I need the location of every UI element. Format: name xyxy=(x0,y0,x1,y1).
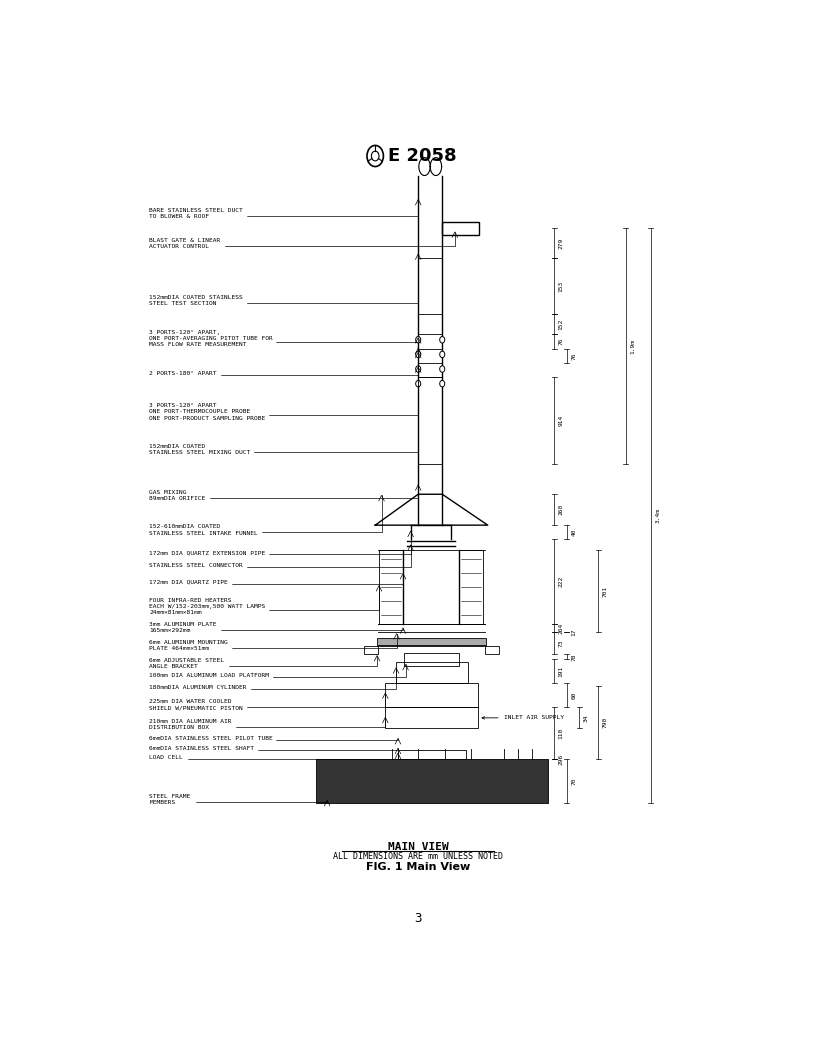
Text: BARE STAINLESS STEEL DUCT
TO BLOWER & ROOF: BARE STAINLESS STEEL DUCT TO BLOWER & RO… xyxy=(149,208,243,220)
Text: 210mm DIA ALUMINUM AIR
DISTRIBUTION BOX: 210mm DIA ALUMINUM AIR DISTRIBUTION BOX xyxy=(149,719,232,730)
Text: GAS MIXING
89mmDIA ORIFICE: GAS MIXING 89mmDIA ORIFICE xyxy=(149,490,206,502)
Text: INLET AIR SUPPLY: INLET AIR SUPPLY xyxy=(482,715,564,720)
Text: 1.9m: 1.9m xyxy=(630,339,635,354)
Text: 264: 264 xyxy=(559,623,564,634)
Text: 172mm DIA QUARTZ EXTENSION PIPE: 172mm DIA QUARTZ EXTENSION PIPE xyxy=(149,550,266,555)
Text: 296: 296 xyxy=(559,754,564,765)
Text: 76: 76 xyxy=(559,338,564,345)
Text: 701: 701 xyxy=(603,585,608,597)
Text: 279: 279 xyxy=(559,238,564,249)
Text: 3.4m: 3.4m xyxy=(655,508,660,524)
Bar xyxy=(486,646,499,655)
Bar xyxy=(398,750,466,759)
Bar xyxy=(365,646,379,655)
Text: 6mm ADJUSTABLE STEEL
ANGLE BRACKET: 6mm ADJUSTABLE STEEL ANGLE BRACKET xyxy=(149,658,224,668)
Text: 152-610mmDIA COATED
STAINLESS STEEL INTAKE FUNNEL: 152-610mmDIA COATED STAINLESS STEEL INTA… xyxy=(149,525,258,535)
Bar xyxy=(396,662,468,683)
Text: 3mm ALUMINUM PLATE
165mm×292mm: 3mm ALUMINUM PLATE 165mm×292mm xyxy=(149,622,217,634)
Text: STAINLESS STEEL CONNECTOR: STAINLESS STEEL CONNECTOR xyxy=(149,563,243,567)
Text: 790: 790 xyxy=(603,717,608,729)
Text: 6mmDIA STAINLESS STEEL SHAFT: 6mmDIA STAINLESS STEEL SHAFT xyxy=(149,746,255,751)
Text: 3 PORTS-120° APART,
ONE PORT-AVERAGING PITOT TUBE FOR
MASS FLOW RATE MEASUREMENT: 3 PORTS-120° APART, ONE PORT-AVERAGING P… xyxy=(149,329,273,347)
Text: 152mmDIA COATED
STAINLESS STEEL MIXING DUCT: 152mmDIA COATED STAINLESS STEEL MIXING D… xyxy=(149,444,251,455)
Circle shape xyxy=(440,365,445,373)
Circle shape xyxy=(415,337,421,343)
Text: 60: 60 xyxy=(571,692,576,699)
Text: 3 PORTS-120° APART
ONE PORT-THERMOCOUPLE PROBE
ONE PORT-PRODUCT SAMPLING PROBE: 3 PORTS-120° APART ONE PORT-THERMOCOUPLE… xyxy=(149,403,266,420)
Text: BLAST GATE & LINEAR
ACTUATOR CONTROL: BLAST GATE & LINEAR ACTUATOR CONTROL xyxy=(149,238,220,249)
Text: 191: 191 xyxy=(559,665,564,677)
Text: MAIN VIEW: MAIN VIEW xyxy=(388,842,449,852)
Text: FIG. 1 Main View: FIG. 1 Main View xyxy=(366,862,470,871)
Text: 6mm ALUMINUM MOUNTING
PLATE 464mm×51mm: 6mm ALUMINUM MOUNTING PLATE 464mm×51mm xyxy=(149,640,228,650)
Text: 70: 70 xyxy=(571,777,576,785)
Text: 3: 3 xyxy=(415,912,422,925)
Text: ALL DIMENSIONS ARE mm UNLESS NOTED: ALL DIMENSIONS ARE mm UNLESS NOTED xyxy=(333,852,503,862)
Bar xyxy=(377,638,486,646)
Text: STEEL FRAME
MEMBERS: STEEL FRAME MEMBERS xyxy=(149,794,191,806)
Bar xyxy=(385,683,478,708)
Text: 152mmDIA COATED STAINLESS
STEEL TEST SECTION: 152mmDIA COATED STAINLESS STEEL TEST SEC… xyxy=(149,295,243,306)
Text: 222: 222 xyxy=(559,576,564,587)
Text: 17: 17 xyxy=(571,628,576,636)
Text: 78: 78 xyxy=(571,653,576,661)
Text: 100mm DIA ALUMINUM LOAD PLATFORM: 100mm DIA ALUMINUM LOAD PLATFORM xyxy=(149,673,269,678)
Text: 153: 153 xyxy=(559,281,564,291)
Text: 152: 152 xyxy=(559,318,564,329)
Text: 260: 260 xyxy=(559,504,564,515)
Text: 2 PORTS-180° APART: 2 PORTS-180° APART xyxy=(149,371,217,376)
Text: 225mm DIA WATER COOLED
SHIELD W/PNEUMATIC PISTON: 225mm DIA WATER COOLED SHIELD W/PNEUMATI… xyxy=(149,699,243,711)
Circle shape xyxy=(415,352,421,358)
Text: 76: 76 xyxy=(571,353,576,360)
Bar xyxy=(379,549,403,624)
Text: 40: 40 xyxy=(571,528,576,535)
Circle shape xyxy=(415,380,421,386)
Text: 6mmDIA STAINLESS STEEL PILOT TUBE: 6mmDIA STAINLESS STEEL PILOT TUBE xyxy=(149,736,273,740)
Text: 110: 110 xyxy=(559,728,564,739)
Text: 34: 34 xyxy=(584,714,589,721)
Text: FOUR INFRA-RED HEATERS
EACH W/152-203mm,500 WATT LAMPS
24mm×81mm×81mm: FOUR INFRA-RED HEATERS EACH W/152-203mm,… xyxy=(149,598,266,615)
Text: 73: 73 xyxy=(559,640,564,647)
Text: 180mmDIA ALUMINUM CYLINDER: 180mmDIA ALUMINUM CYLINDER xyxy=(149,684,247,690)
Circle shape xyxy=(440,352,445,358)
Circle shape xyxy=(415,365,421,373)
Circle shape xyxy=(440,337,445,343)
Text: LOAD CELL: LOAD CELL xyxy=(149,755,183,760)
Bar xyxy=(385,708,478,729)
Text: 914: 914 xyxy=(559,415,564,427)
Text: E 2058: E 2058 xyxy=(388,147,456,165)
Bar xyxy=(442,222,479,234)
Bar xyxy=(316,759,548,804)
Text: 172mm DIA QUARTZ PIPE: 172mm DIA QUARTZ PIPE xyxy=(149,580,228,585)
Bar xyxy=(459,549,483,624)
Circle shape xyxy=(440,380,445,386)
Bar xyxy=(404,653,459,666)
